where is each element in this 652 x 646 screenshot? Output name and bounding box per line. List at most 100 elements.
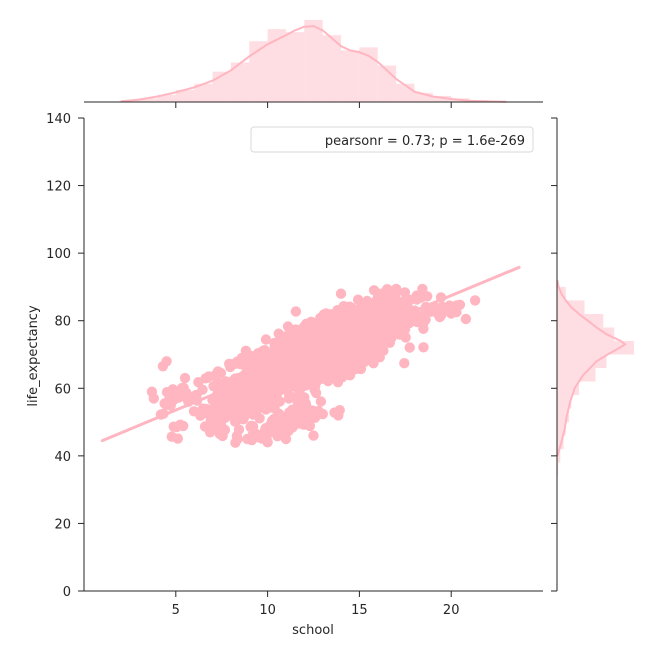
scatter-point [345, 309, 356, 320]
y-marginal-kde-line [556, 280, 627, 457]
scatter-point [148, 393, 159, 404]
scatter-point [338, 301, 349, 312]
scatter-point [260, 334, 272, 345]
scatter-point [277, 352, 288, 363]
scatter-point [335, 288, 347, 299]
scatter-point [299, 392, 310, 403]
scatter-point [292, 360, 304, 372]
y-tick-label: 0 [63, 585, 71, 600]
x-tick-label: 10 [259, 603, 276, 618]
scatter-point [411, 294, 422, 305]
scatter-point [247, 389, 258, 400]
y-marginal-bar [557, 395, 572, 409]
scatter-point [330, 368, 341, 379]
scatter-points [146, 283, 481, 448]
x-marginal-bar [285, 32, 305, 102]
x-marginal-bar [322, 35, 342, 103]
scatter-point [362, 340, 373, 351]
y-marginal-bar [557, 449, 561, 463]
regression-line-group [100, 265, 521, 443]
scatter-point [451, 300, 462, 311]
x-marginal-bar [175, 89, 195, 102]
scatter-plot-area [100, 265, 521, 448]
scatter-point [307, 371, 319, 382]
scatter-point [290, 306, 302, 317]
x-marginal-bar [230, 62, 250, 102]
scatter-point [368, 358, 379, 369]
scatter-point [332, 325, 343, 336]
scatter-point [315, 396, 327, 407]
scatter-point [219, 397, 230, 409]
regression-line [100, 265, 521, 443]
scatter-point [418, 317, 429, 328]
y-marginal-bar [557, 368, 596, 382]
scatter-point [310, 381, 321, 392]
y-tick-label: 120 [46, 180, 71, 195]
y-marginal-bar [557, 354, 607, 369]
scatter-point [272, 422, 283, 434]
y-axis-ticks: 0 20 40 60 80 100 120 140 [46, 112, 557, 600]
scatter-point [197, 384, 208, 395]
scatter-point [345, 347, 356, 358]
scatter-point [280, 331, 292, 342]
scatter-point [309, 412, 321, 423]
scatter-point [226, 390, 237, 401]
x-marginal-bar [304, 20, 323, 102]
x-marginal-bar [139, 98, 158, 102]
y-marginal-bar [557, 422, 566, 436]
scatter-point [253, 432, 264, 443]
scatter-point [172, 433, 183, 444]
scatter-point [242, 400, 253, 412]
scatter-point [196, 407, 207, 418]
scatter-point [339, 320, 350, 331]
scatter-point [252, 349, 264, 360]
scatter-point [344, 359, 356, 370]
x-marginal-kde-line [120, 25, 507, 103]
scatter-point [418, 342, 429, 353]
scatter-point [247, 409, 259, 420]
y-tick-label: 40 [54, 450, 71, 465]
scatter-point [394, 302, 405, 313]
scatter-point [260, 361, 271, 372]
scatter-point [233, 408, 244, 419]
scatter-point [307, 318, 318, 329]
y-tick-label: 80 [54, 315, 71, 330]
scatter-point [318, 352, 329, 363]
scatter-point [469, 295, 481, 306]
scatter-point [329, 345, 340, 357]
scatter-point [299, 344, 310, 356]
scatter-point [436, 302, 448, 313]
y-marginal-bar [557, 435, 564, 450]
x-marginal-bar [157, 94, 176, 102]
scatter-point [236, 352, 248, 364]
scatter-point [208, 381, 219, 392]
scatter-point [446, 308, 457, 319]
scatter-point [400, 332, 411, 343]
y-axis-label: life_expectancy [26, 305, 41, 407]
y-tick-label: 60 [54, 382, 71, 397]
scatter-point [376, 288, 387, 299]
scatter-point [157, 361, 169, 372]
x-tick-label: 15 [351, 603, 368, 618]
scatter-point [355, 356, 366, 367]
legend-box [250, 126, 534, 153]
scatter-point [231, 430, 243, 442]
scatter-point [266, 386, 278, 398]
x-axis-ticks: 5 10 15 20 [172, 102, 459, 618]
x-marginal-distribution [120, 20, 507, 103]
scatter-point [436, 309, 447, 321]
scatter-point [302, 404, 314, 415]
scatter-point [297, 377, 308, 388]
scatter-point [319, 326, 330, 337]
y-marginal-distribution [556, 280, 634, 477]
scatter-point [257, 399, 268, 411]
scatter-point [399, 358, 410, 369]
scatter-point [262, 437, 273, 448]
scatter-point [336, 312, 347, 323]
scatter-point [359, 313, 370, 324]
scatter-point [380, 309, 391, 320]
y-tick-label: 100 [46, 247, 71, 262]
scatter-point [304, 420, 316, 432]
scatter-point [181, 387, 192, 398]
